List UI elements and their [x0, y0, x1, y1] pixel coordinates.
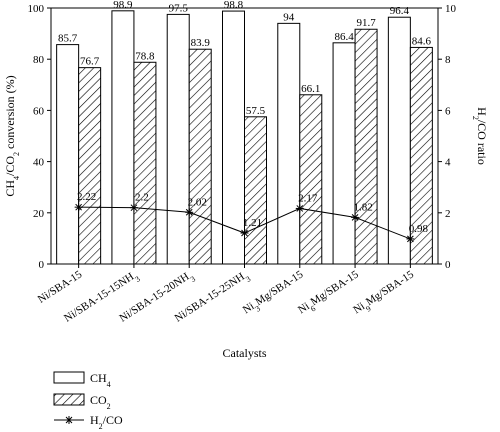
bar-ch4: [387, 16, 411, 265]
bar-ch4: [56, 44, 80, 265]
bar-label-ch4: 96.4: [390, 5, 410, 17]
point-label-h2co: 1.21: [243, 217, 262, 229]
marker-h2co: [130, 204, 138, 212]
bar-ch4: [166, 13, 190, 265]
y2-tick-label: 0: [445, 259, 451, 271]
legend: CH4 CO2 H2/CO: [53, 371, 123, 431]
bar-label-ch4: 86.4: [334, 31, 354, 43]
bar-label-co2: 66.1: [301, 83, 320, 95]
bar-label-ch4: 85.7: [58, 33, 78, 45]
point-label-h2co: 2.22: [77, 191, 96, 203]
point-label-h2co: 2.2: [135, 192, 149, 204]
bar-co2: [299, 94, 323, 265]
bar-co2: [354, 28, 378, 265]
y2-tick-label: 10: [445, 3, 457, 15]
point-h2co: [406, 234, 415, 243]
point-label-h2co: 2.17: [298, 192, 318, 204]
plot-area: 0 20 40 60 80 100 0 2 4 6 8 10 85.776.7 Ni/SBA-15 98.9…: [3, 0, 489, 360]
bar-label-ch4: 97.5: [169, 2, 189, 14]
bar-label-co2: 76.7: [80, 56, 100, 68]
x-tick-label: Ni6Mg/SBA-15: [296, 268, 363, 319]
y-axis-title: CH4/CO2 conversion (%): [3, 75, 21, 196]
x-tick-label: Ni/SBA-15: [36, 268, 85, 306]
legend-label-ch4: CH4: [90, 371, 111, 389]
bar-label-co2: 78.8: [135, 50, 155, 62]
y2-axis-title: H2/CO ratio: [472, 107, 490, 165]
bar-co2: [409, 46, 433, 265]
bar-label-co2: 57.5: [246, 105, 266, 117]
y-tick-label: 60: [33, 105, 45, 117]
point-h2co: [185, 208, 194, 217]
x-tick-label: Ni3Mg/SBA-15: [241, 268, 308, 319]
marker-h2co: [407, 235, 414, 243]
bar-co2: [78, 67, 102, 265]
bar-ch4: [277, 22, 301, 265]
y2-tick-label: 2: [445, 208, 451, 220]
bar-co2: [244, 116, 267, 265]
y-tick-label: 20: [33, 208, 45, 220]
marker-h2co: [296, 205, 304, 212]
x-axis-title: Catalysts: [223, 346, 267, 360]
y2-tick-label: 6: [445, 105, 451, 117]
point-h2co: [129, 203, 138, 212]
bar-label-ch4: 94: [283, 11, 295, 23]
bar-label-ch4: 98.9: [113, 0, 133, 11]
bar-label-co2: 91.7: [356, 17, 376, 29]
point-label-h2co: 0.98: [409, 223, 429, 235]
y-tick-label: 40: [33, 157, 45, 169]
x-tick-label: Ni9Mg/SBA-15: [351, 268, 418, 319]
point-label-h2co: 2.02: [188, 196, 207, 208]
bar-label-ch4: 98.8: [224, 0, 244, 11]
legend-label-co2: CO2: [90, 393, 111, 411]
y2-tick-label: 8: [445, 54, 451, 66]
point-h2co: [295, 204, 304, 213]
bar-ch4: [111, 10, 135, 265]
marker-h2co: [351, 214, 359, 221]
y2-tick-label: 4: [445, 157, 451, 169]
bar-ch4: [332, 42, 356, 265]
y-tick-label: 80: [33, 54, 45, 66]
marker-h2co: [241, 229, 248, 237]
bar-label-co2: 83.9: [191, 37, 211, 49]
bar-co2: [133, 61, 157, 265]
legend-swatch-co2: [53, 393, 85, 406]
marker-h2co: [185, 208, 193, 216]
bar-co2: [188, 48, 212, 265]
point-h2co: [240, 229, 249, 238]
point-h2co: [351, 213, 360, 222]
y-tick-label: 100: [28, 3, 45, 15]
legend-marker-h2co: [65, 416, 73, 424]
y-tick-label: 0: [39, 259, 45, 271]
point-h2co: [74, 203, 83, 212]
legend-label-h2co: H2/CO: [90, 413, 123, 431]
point-label-h2co: 1.82: [353, 201, 372, 213]
marker-h2co: [75, 203, 82, 211]
legend-swatch-ch4: [53, 371, 85, 384]
bar-label-co2: 84.6: [412, 35, 432, 47]
